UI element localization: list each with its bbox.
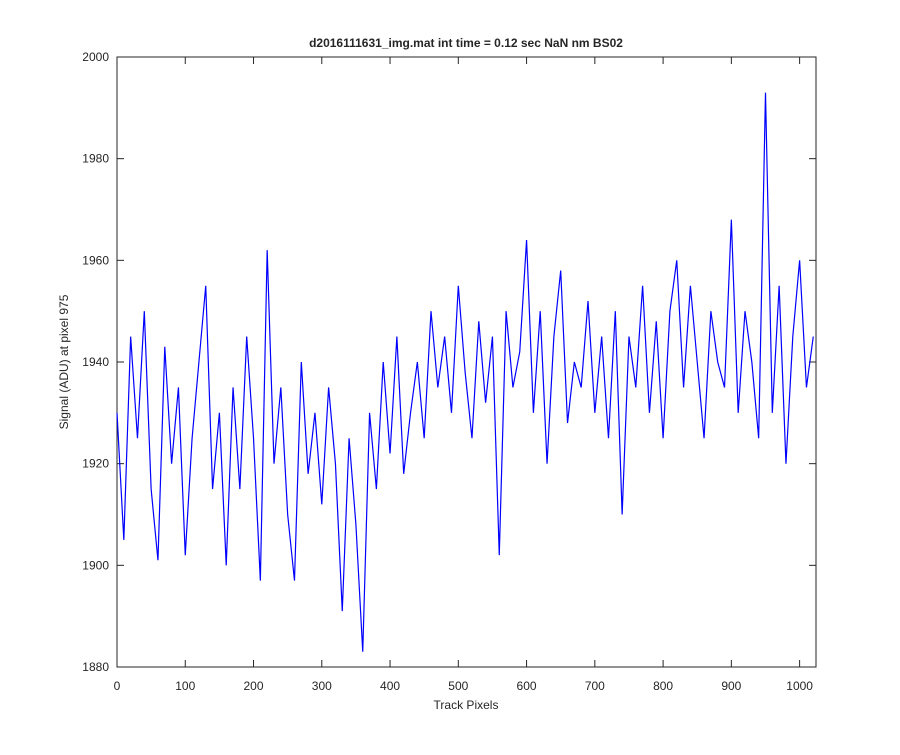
y-axis-label: Signal (ADU) at pixel 975 [57, 294, 71, 429]
x-tick-label: 800 [653, 679, 673, 693]
axes-box [116, 56, 817, 668]
x-axis-label: Track Pixels [434, 698, 499, 712]
x-tick-label: 400 [380, 679, 400, 693]
x-tick-label: 900 [721, 679, 741, 693]
y-tick-label: 1900 [82, 558, 109, 572]
x-tick-label: 1000 [786, 679, 813, 693]
x-tick-label: 600 [517, 679, 537, 693]
x-tick-label: 500 [448, 679, 468, 693]
x-tick-label: 0 [114, 679, 121, 693]
y-tick-label: 1980 [82, 152, 109, 166]
x-tick-label: 300 [312, 679, 332, 693]
y-tick-label: 1960 [82, 253, 109, 267]
y-tick-label: 1880 [82, 660, 109, 674]
y-tick-label: 2000 [82, 50, 109, 64]
y-tick-label: 1940 [82, 355, 109, 369]
data-line [116, 92, 814, 652]
chart-title: d2016111631_img.mat int time = 0.12 sec … [309, 36, 623, 50]
x-tick-label: 700 [585, 679, 605, 693]
y-tick-label: 1920 [82, 457, 109, 471]
x-tick-label: 100 [175, 679, 195, 693]
x-tick-label: 200 [244, 679, 264, 693]
